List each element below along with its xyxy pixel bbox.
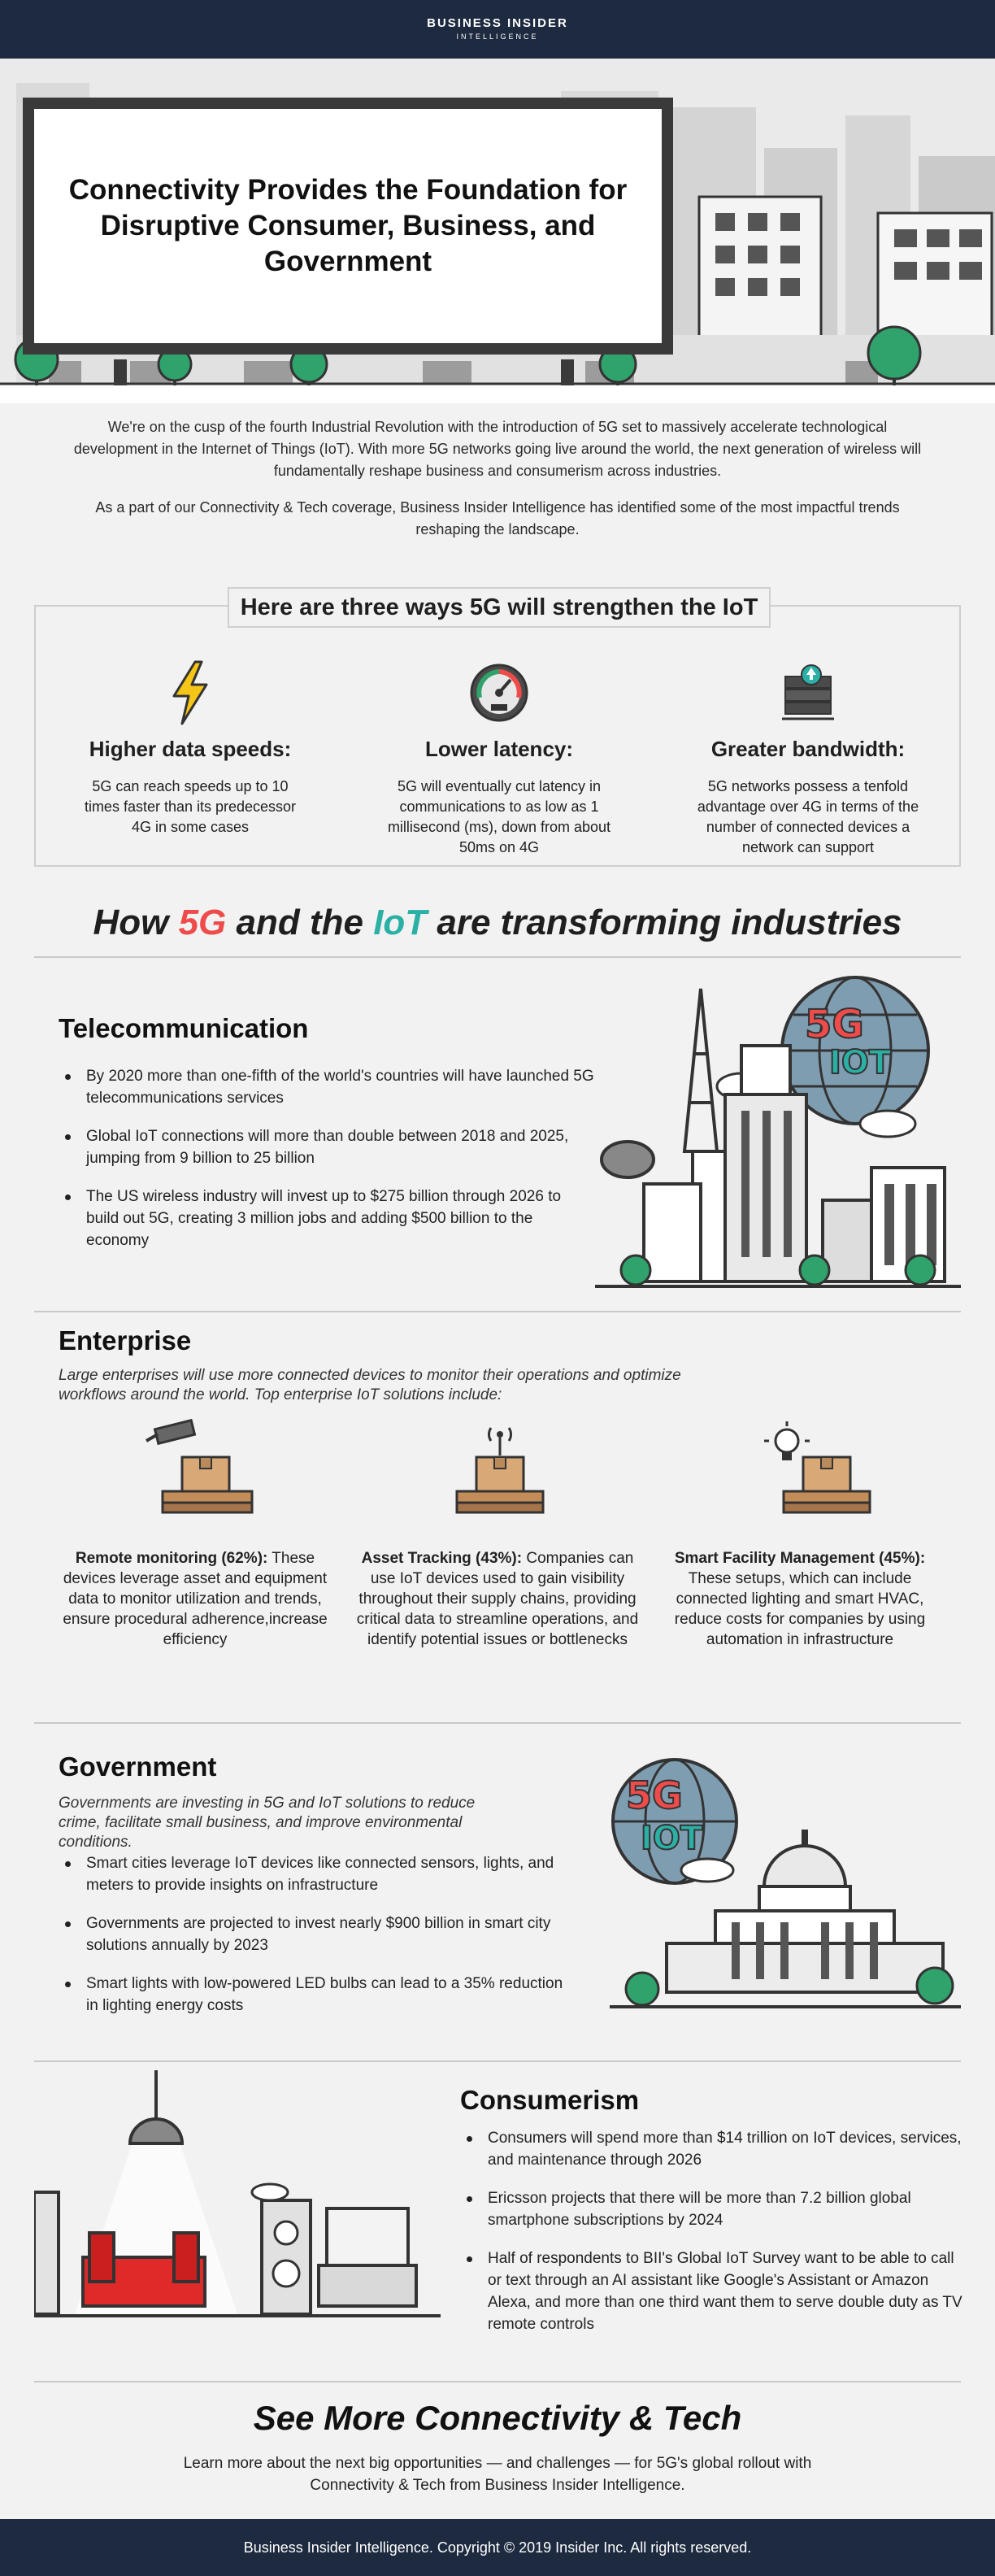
how-part-1: How: [93, 903, 179, 942]
asset-tracking-title: Asset Tracking (43%):: [361, 1550, 523, 1567]
badge-5g: 5G: [805, 1002, 864, 1047]
consumerism-title: Consumerism: [460, 2085, 640, 2115]
benefit-bandwidth: Greater bandwidth: 5G networks possess a…: [670, 660, 946, 858]
light-bulb-icon: [654, 1416, 946, 1538]
list-item: Governments are projected to invest near…: [59, 1912, 579, 1956]
closing-text: Learn more about the next big opportunit…: [183, 2455, 812, 2494]
section-divider: [34, 2060, 961, 2062]
consumerism-bullets: Consumers will spend more than $14 trill…: [460, 2127, 964, 2352]
lightning-icon: [52, 660, 328, 725]
intro-text: We're on the cusp of the fourth Industri…: [65, 416, 930, 555]
top-header-bar: BUSINESS INSIDER INTELLIGENCE: [0, 0, 995, 59]
benefit-latency-text: 5G will eventually cut latency in commun…: [387, 778, 611, 855]
speedometer-icon: [361, 660, 637, 725]
how-iot: IoT: [373, 903, 428, 942]
intro-paragraph-2: As a part of our Connectivity & Tech cov…: [95, 499, 900, 537]
section-divider: [34, 2381, 961, 2382]
government-title: Government: [59, 1751, 217, 1782]
section-divider: [34, 1311, 961, 1312]
footer-bar: Business Insider Intelligence. Copyright…: [0, 2519, 995, 2576]
intro-paragraph-1: We're on the cusp of the fourth Industri…: [73, 419, 922, 479]
government-intro: Governments are investing in 5G and IoT …: [59, 1795, 476, 1851]
asset-tracking-text: Companies can use IoT devices used to ga…: [356, 1550, 639, 1648]
benefit-bandwidth-title: Greater bandwidth:: [710, 737, 906, 761]
list-item: By 2020 more than one-fifth of the world…: [59, 1065, 595, 1109]
list-item: Ericsson projects that there will be mor…: [460, 2187, 964, 2231]
closing-section: See More Connectivity & Tech Learn more …: [0, 2399, 995, 2496]
benefit-speed-title: Higher data speeds:: [89, 737, 292, 761]
how-part-3: are transforming industries: [427, 903, 902, 942]
closing-title[interactable]: See More Connectivity & Tech: [253, 2399, 742, 2437]
security-camera-icon: [49, 1416, 341, 1538]
enterprise-intro: Large enterprises will use more connecte…: [59, 1367, 681, 1403]
telecom-city-illustration: 5G IOT: [595, 976, 961, 1288]
smart-facility-text: These setups, which can include connecte…: [674, 1570, 926, 1648]
benefit-latency: Lower latency: 5G will eventually cut la…: [361, 660, 637, 858]
hero-title-billboard: Connectivity Provides the Foundation for…: [23, 98, 673, 355]
enterprise-title: Enterprise: [59, 1325, 192, 1355]
living-room-illustration: [34, 2070, 441, 2317]
server-upload-icon: [670, 660, 946, 725]
list-item: Half of respondents to BII's Global IoT …: [460, 2247, 964, 2335]
remote-monitoring-text: These devices leverage asset and equipme…: [63, 1550, 328, 1648]
government-bullets: Smart cities leverage IoT devices like c…: [59, 1852, 579, 2033]
benefit-latency-title: Lower latency:: [424, 737, 574, 761]
page-title: Connectivity Provides the Foundation for…: [68, 174, 628, 277]
benefit-speed: Higher data speeds: 5G can reach speeds …: [52, 660, 328, 838]
list-item: Smart cities leverage IoT devices like c…: [59, 1852, 579, 1896]
enterprise-smart-facility: Smart Facility Management (45%): These s…: [654, 1416, 946, 1650]
three-ways-title: Here are three ways 5G will strengthen t…: [228, 587, 771, 628]
brand-name[interactable]: BUSINESS INSIDER: [427, 16, 568, 30]
remote-monitoring-title: Remote monitoring (62%):: [75, 1550, 268, 1567]
how-headline: How 5G and the IoT are transforming indu…: [0, 903, 995, 943]
wireless-tracker-icon: [351, 1416, 644, 1538]
enterprise-asset-tracking: Asset Tracking (43%): Companies can use …: [351, 1416, 644, 1650]
benefit-bandwidth-text: 5G networks possess a tenfold advantage …: [697, 778, 919, 855]
list-item: The US wireless industry will invest up …: [59, 1186, 595, 1251]
hero-section: Connectivity Provides the Foundation for…: [0, 59, 995, 403]
badge-5g: 5G: [626, 1773, 683, 1817]
enterprise-remote-monitoring: Remote monitoring (62%): These devices l…: [49, 1416, 341, 1650]
telecom-bullets: By 2020 more than one-fifth of the world…: [59, 1065, 595, 1268]
smart-facility-title: Smart Facility Management (45%):: [674, 1550, 926, 1567]
benefit-speed-text: 5G can reach speeds up to 10 times faste…: [84, 778, 297, 835]
badge-iot: IOT: [641, 1820, 703, 1857]
list-item: Global IoT connections will more than do…: [59, 1125, 595, 1169]
badge-iot: IOT: [829, 1044, 892, 1081]
three-ways-panel: Here are three ways 5G will strengthen t…: [34, 587, 961, 867]
section-divider: [34, 956, 961, 958]
how-5g: 5G: [178, 903, 227, 942]
telecom-title: Telecommunication: [59, 1013, 309, 1043]
section-divider: [34, 1722, 961, 1724]
government-building-illustration: 5G IOT: [610, 1758, 961, 2008]
list-item: Smart lights with low-powered LED bulbs …: [59, 1973, 579, 2017]
copyright-text: Business Insider Intelligence. Copyright…: [243, 2539, 752, 2556]
list-item: Consumers will spend more than $14 trill…: [460, 2127, 964, 2171]
brand-subtitle: INTELLIGENCE: [456, 33, 539, 41]
how-part-2: and the: [226, 903, 374, 942]
